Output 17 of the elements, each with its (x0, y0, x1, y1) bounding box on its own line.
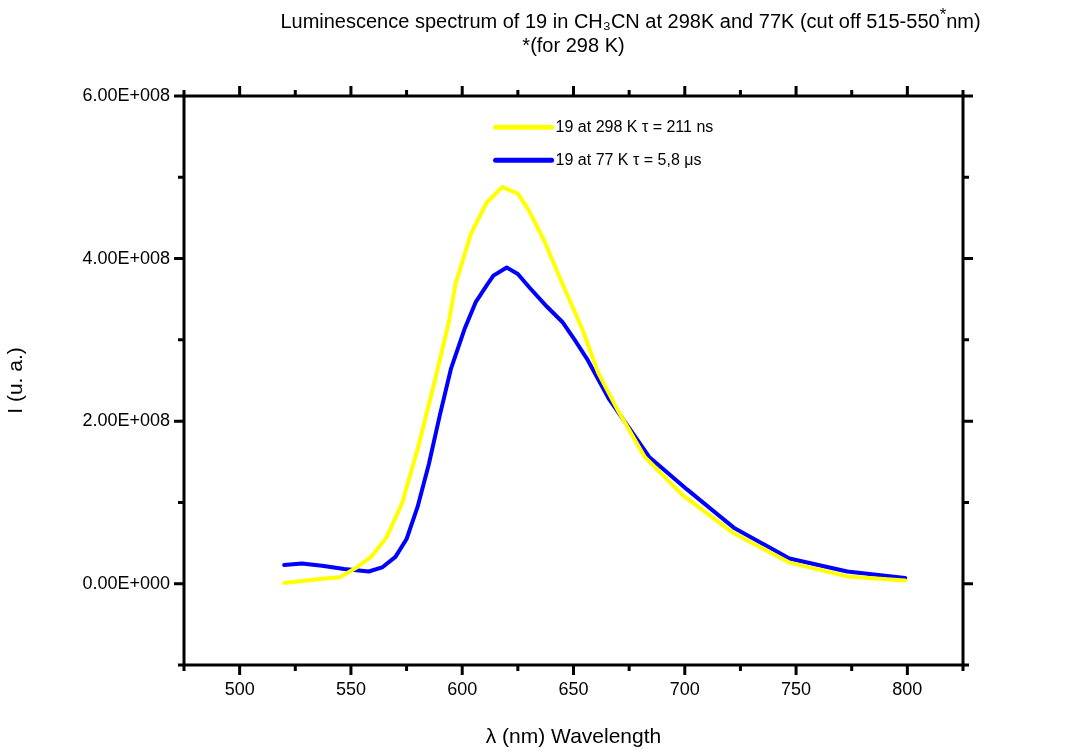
y-axis-title: I (u. a.) (3, 347, 27, 414)
x-tick-label: 500 (224, 678, 255, 699)
x-axis-title: λ (nm) Wavelength (485, 724, 662, 748)
legend-label: 19 at 77 K τ = 5,8 μs (555, 150, 702, 168)
x-tick-label: 750 (781, 678, 812, 699)
legend-label: 19 at 298 K τ = 211 ns (555, 117, 714, 135)
chart-title: Luminescence spectrum of 19 in CH₃CN at 298K and 77K (cut off 515-550$^{*}$nm) (279, 4, 982, 32)
y-tick-label: 2.00E+008 (82, 410, 170, 431)
y-tick-label: 0.00E+000 (82, 572, 170, 593)
x-tick-label: 800 (892, 678, 923, 699)
x-tick-label: 650 (558, 678, 589, 699)
chart-subtitle: *(for 298 K) (521, 34, 626, 56)
x-tick-label: 550 (335, 678, 366, 699)
y-tick-label: 6.00E+008 (82, 84, 170, 105)
y-tick-label: 4.00E+008 (82, 247, 170, 268)
x-tick-label: 700 (669, 678, 700, 699)
x-tick-label: 600 (447, 678, 478, 699)
